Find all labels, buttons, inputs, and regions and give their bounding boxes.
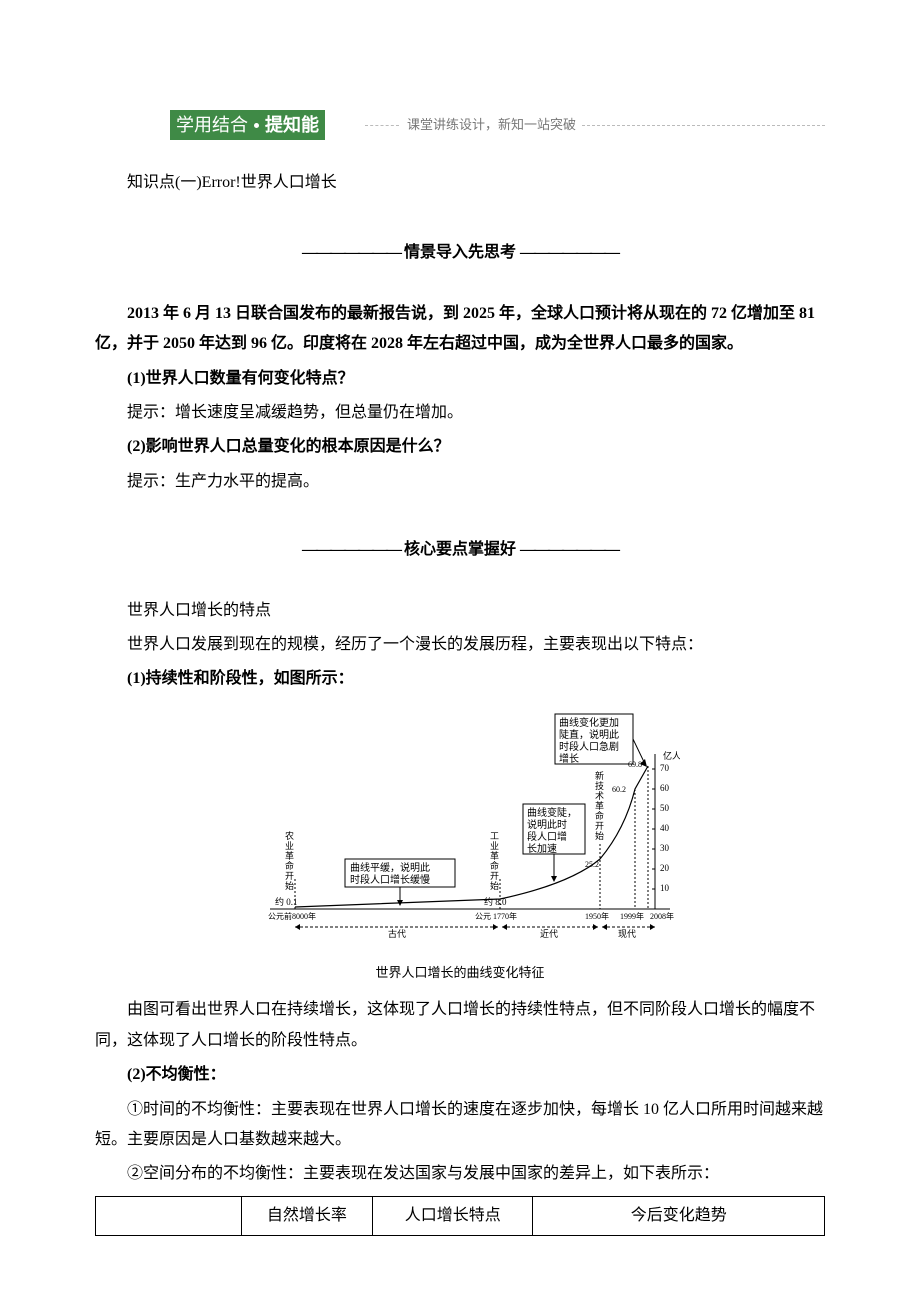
ind-l2: 业 bbox=[490, 841, 499, 851]
pt-60: 60.2 bbox=[612, 785, 626, 794]
knowledge-topic: 世界人口增长 bbox=[241, 174, 337, 191]
agri-value: 约 0.1 bbox=[275, 896, 298, 907]
pt-25: 25.2 bbox=[585, 860, 599, 869]
section-title-2: ——————— 核心要点掌握好 ——————— bbox=[95, 535, 825, 565]
ind-l4: 命 bbox=[490, 860, 499, 871]
agri-l2: 业 bbox=[285, 841, 294, 851]
ind-l6: 始 bbox=[490, 880, 499, 891]
agri-l4: 命 bbox=[285, 860, 294, 871]
ytick-40: 40 bbox=[660, 823, 670, 833]
vert-l3: 时段人口急剧 bbox=[559, 740, 619, 753]
tech-l1: 新 bbox=[595, 770, 604, 781]
para-growth-desc: 世界人口发展到现在的规模，经历了一个漫长的发展历程，主要表现出以下特点： bbox=[95, 630, 825, 660]
comparison-table: 自然增长率 人口增长特点 今后变化趋势 bbox=[95, 1196, 825, 1236]
x-1999: 1999年 bbox=[620, 911, 644, 921]
agri-l3: 革 bbox=[285, 850, 294, 861]
x-1950: 1950年 bbox=[585, 911, 609, 921]
th-rate: 自然增长率 bbox=[241, 1196, 372, 1235]
knowledge-prefix: 知识点(一) bbox=[127, 174, 202, 191]
steep-l4: 长加速 bbox=[527, 843, 557, 855]
tech-l3: 术 bbox=[595, 790, 604, 801]
agri-l1: 农 bbox=[285, 830, 294, 841]
diagram-caption: 世界人口增长的曲线变化特征 bbox=[95, 961, 825, 986]
ind-l1: 工 bbox=[490, 831, 499, 841]
era-ancient: 古代 bbox=[388, 928, 406, 939]
vert-l2: 陡直，说明此 bbox=[559, 728, 619, 741]
population-growth-diagram: 亿人 70 60 50 40 30 20 10 农 业 革 命 开 始 约 0.… bbox=[95, 709, 825, 959]
era-modern: 近代 bbox=[540, 928, 558, 939]
ytick-30: 30 bbox=[660, 843, 670, 853]
table-header-row: 自然增长率 人口增长特点 今后变化趋势 bbox=[96, 1196, 825, 1235]
section1-label: 情景导入先思考 bbox=[404, 244, 516, 261]
item-2-1: ①时间的不均衡性：主要表现在世界人口增长的速度在逐步加快，每增长 10 亿人口所… bbox=[95, 1095, 825, 1156]
banner-dashed-line bbox=[582, 125, 825, 126]
flat-box-l2: 时段人口增长缓慢 bbox=[350, 873, 430, 886]
knowledge-point-line: 知识点(一)Error!世界人口增长 bbox=[95, 168, 825, 198]
dash-right-2: ——————— bbox=[520, 541, 618, 558]
x-bc: 公元前8000年 bbox=[268, 911, 316, 921]
vert-l4: 增长 bbox=[559, 752, 579, 765]
th-trend: 今后变化趋势 bbox=[533, 1196, 825, 1235]
item-1-label: (1)持续性和阶段性，如图所示： bbox=[95, 664, 825, 694]
dash-left-2: ——————— bbox=[302, 541, 400, 558]
answer-2: 提示：生产力水平的提高。 bbox=[95, 467, 825, 497]
intro-paragraph: 2013 年 6 月 13 日联合国发布的最新报告说，到 2025 年，全球人口… bbox=[95, 299, 825, 360]
agri-l5: 开 bbox=[285, 871, 294, 881]
item-2-2: ②空间分布的不均衡性：主要表现在发达国家与发展中国家的差异上，如下表所示： bbox=[95, 1159, 825, 1189]
ind-l5: 开 bbox=[490, 871, 499, 881]
x-1770: 公元 1770年 bbox=[475, 911, 517, 921]
growth-chart-svg: 亿人 70 60 50 40 30 20 10 农 业 革 命 开 始 约 0.… bbox=[240, 709, 680, 959]
answer-1: 提示：增长速度呈减缓趋势，但总量仍在增加。 bbox=[95, 398, 825, 428]
agri-l6: 始 bbox=[285, 880, 294, 891]
x-2008: 2008年 bbox=[650, 911, 674, 921]
tech-l4: 革 bbox=[595, 800, 604, 811]
era-contemp: 现代 bbox=[618, 929, 636, 939]
para-after-diagram: 由图可看出世界人口在持续增长，这体现了人口增长的持续性特点，但不同阶段人口增长的… bbox=[95, 995, 825, 1056]
ind-value: 约 8.0 bbox=[484, 896, 507, 907]
banner-dot bbox=[254, 123, 259, 128]
para-growth-title: 世界人口增长的特点 bbox=[95, 596, 825, 626]
th-feature: 人口增长特点 bbox=[373, 1196, 533, 1235]
steep-l1: 曲线变陡， bbox=[527, 806, 577, 819]
tech-l5: 命 bbox=[595, 810, 604, 821]
ytick-60: 60 bbox=[660, 783, 670, 793]
question-2: (2)影响世界人口总量变化的根本原因是什么？ bbox=[95, 432, 825, 462]
tech-l2: 技 bbox=[595, 780, 604, 791]
tech-l6: 开 bbox=[595, 821, 604, 831]
ytick-50: 50 bbox=[660, 803, 670, 813]
vert-l1: 曲线变化更加 bbox=[559, 716, 619, 729]
flat-box-l1: 曲线平缓，说明此 bbox=[350, 861, 430, 874]
question-1: (1)世界人口数量有何变化特点？ bbox=[95, 364, 825, 394]
header-banner: 学用结合 提知能 课堂讲练设计，新知一站突破 bbox=[170, 110, 825, 140]
dash-right: ——————— bbox=[520, 244, 618, 261]
error-text: Error! bbox=[202, 174, 241, 191]
dash-left: ——————— bbox=[302, 244, 400, 261]
banner-right-text: 课堂讲练设计，新知一站突破 bbox=[365, 113, 576, 138]
section-title-1: ——————— 情景导入先思考 ——————— bbox=[95, 238, 825, 268]
pt-69: 69.8 bbox=[628, 760, 642, 769]
steep-l2: 说明此时 bbox=[527, 818, 567, 831]
banner-left-text-1: 学用结合 bbox=[176, 108, 248, 142]
section2-label: 核心要点掌握好 bbox=[404, 541, 516, 558]
ytick-70: 70 bbox=[660, 763, 670, 773]
tech-l7: 始 bbox=[595, 830, 604, 841]
ytick-20: 20 bbox=[660, 863, 670, 873]
banner-left: 学用结合 提知能 bbox=[170, 110, 325, 140]
item-2-label: (2)不均衡性： bbox=[95, 1060, 825, 1090]
y-axis-unit: 亿人 bbox=[663, 750, 680, 761]
th-blank bbox=[96, 1196, 242, 1235]
banner-left-text-2: 提知能 bbox=[265, 108, 319, 142]
steep-l3: 段人口增 bbox=[527, 830, 567, 843]
ind-l3: 革 bbox=[490, 850, 499, 861]
ytick-10: 10 bbox=[660, 883, 670, 893]
